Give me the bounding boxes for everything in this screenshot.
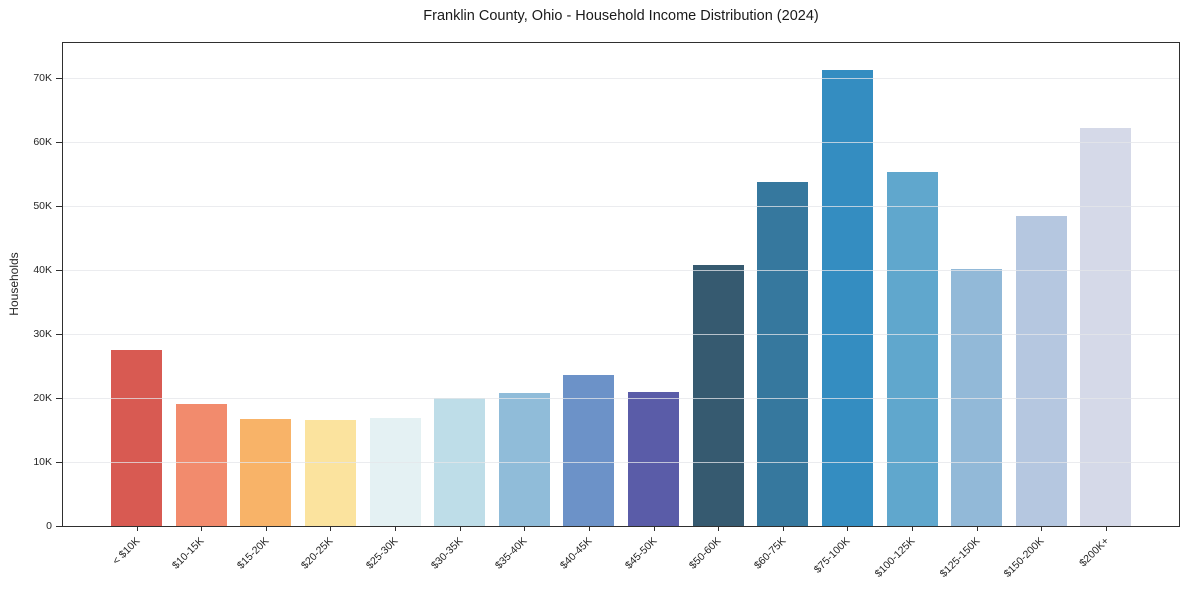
bar-< $10K: [111, 350, 162, 526]
x-tick-label: < $10K: [109, 535, 142, 568]
bar-$35-40K: [498, 393, 550, 526]
gridline-50000: [63, 205, 1179, 207]
gridline-10000: [63, 461, 1179, 463]
bar-$100-125K: [886, 172, 938, 526]
y-tick-label: 60K: [33, 135, 52, 148]
x-tick-mark: [1041, 527, 1043, 531]
y-tick-mark: [56, 333, 62, 335]
y-tick-mark: [56, 526, 62, 527]
x-tick-mark: [782, 527, 784, 531]
bar-$200K+: [1080, 127, 1132, 526]
bar-$50-60K: [692, 265, 744, 526]
y-tick-label: 30K: [33, 327, 52, 340]
plot-area: [62, 42, 1180, 527]
bar-$75-100K: [821, 69, 873, 526]
x-tick-mark: [653, 527, 655, 531]
x-tick-mark: [136, 527, 138, 531]
y-tick-mark: [56, 461, 62, 463]
y-axis-label: Households: [7, 252, 21, 316]
bar-$40-45K: [563, 375, 615, 526]
y-tick-label: 0: [46, 520, 52, 532]
y-tick-label: 50K: [33, 199, 52, 212]
bar-$15-20K: [240, 419, 292, 526]
y-tick-mark: [56, 205, 62, 207]
x-tick-mark: [330, 527, 332, 531]
x-tick-mark: [588, 527, 590, 531]
gridline-20000: [63, 397, 1179, 399]
gridline-60000: [63, 141, 1179, 143]
y-tick-mark: [56, 77, 62, 79]
x-tick-mark: [201, 527, 203, 531]
y-tick-label: 70K: [33, 71, 52, 84]
x-tick-mark: [265, 527, 267, 531]
gridline-30000: [63, 333, 1179, 335]
bar-$10-15K: [175, 404, 227, 526]
y-tick-label: 20K: [33, 391, 52, 404]
gridline-70000: [63, 77, 1179, 79]
x-tick-mark: [718, 527, 720, 531]
x-tick-mark: [524, 527, 526, 531]
gridline-40000: [63, 269, 1179, 271]
x-tick-mark: [976, 527, 978, 531]
bar-$150-200K: [1015, 215, 1067, 526]
chart-title: Franklin County, Ohio - Household Income…: [423, 8, 819, 24]
x-tick-mark: [1105, 527, 1107, 531]
y-tick-label: 10K: [33, 455, 52, 468]
bar-$60-75K: [757, 182, 809, 526]
x-tick-mark: [847, 527, 849, 531]
y-tick-mark: [56, 397, 62, 399]
y-tick-mark: [56, 141, 62, 143]
y-tick-mark: [56, 269, 62, 271]
x-tick-mark: [459, 527, 461, 531]
bar-$125-150K: [951, 269, 1003, 526]
bar-$45-50K: [628, 392, 680, 526]
x-tick-mark: [395, 527, 397, 531]
bar-$25-30K: [369, 417, 421, 526]
x-tick-mark: [912, 527, 914, 531]
bar-$20-25K: [304, 420, 356, 526]
y-tick-label: 40K: [33, 263, 52, 276]
